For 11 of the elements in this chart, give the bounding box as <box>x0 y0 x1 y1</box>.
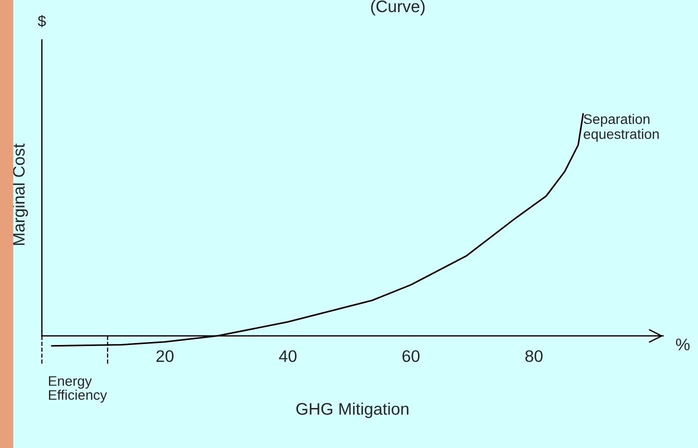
y-axis-title: Marginal Cost <box>12 144 28 245</box>
x-axis-title: GHG Mitigation <box>296 402 408 418</box>
text: $ <box>38 14 46 28</box>
x-tick-label: 40 <box>279 350 297 362</box>
text: % <box>676 338 690 350</box>
chart-title: (Curve) <box>371 0 425 16</box>
x-tick-label: 20 <box>156 350 174 362</box>
x-tick-label: 80 <box>525 350 543 362</box>
annotation: Separation equestration <box>584 114 659 142</box>
text: Energy Efficiency <box>48 376 108 403</box>
x-tick-label: 60 <box>402 350 420 362</box>
